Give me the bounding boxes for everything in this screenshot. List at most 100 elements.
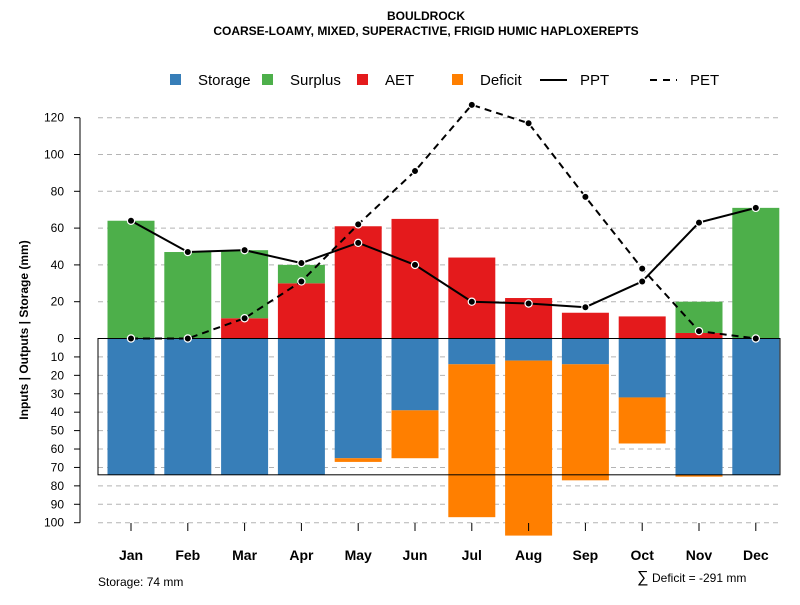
pet-line bbox=[131, 103, 756, 340]
legend-label: PPT bbox=[580, 72, 609, 89]
pet-point bbox=[638, 264, 647, 273]
x-tick-label: Jun bbox=[403, 547, 428, 563]
pet-point bbox=[467, 100, 476, 110]
storage-bar bbox=[505, 338, 553, 361]
y-tick-label: 60 bbox=[51, 442, 65, 456]
deficit-bar bbox=[505, 360, 553, 536]
x-tick-label: May bbox=[345, 547, 372, 563]
y-tick-label: 10 bbox=[51, 350, 65, 364]
pet-point bbox=[524, 119, 533, 128]
y-tick-label: 0 bbox=[57, 332, 64, 346]
aet-bar bbox=[618, 316, 666, 339]
plot-frame bbox=[97, 338, 781, 476]
y-tick-label: 80 bbox=[51, 184, 65, 198]
sigma-icon: ∑ bbox=[637, 569, 648, 586]
storage-bar bbox=[675, 338, 723, 475]
storage-bar bbox=[561, 338, 609, 365]
x-tick-label: Aug bbox=[515, 547, 542, 563]
storage-bar bbox=[221, 338, 269, 475]
pet-point bbox=[410, 166, 420, 176]
aet-bar bbox=[221, 318, 269, 339]
ppt-point bbox=[581, 303, 590, 312]
ppt-point bbox=[467, 297, 476, 306]
x-tick-label: Apr bbox=[289, 547, 314, 563]
ppt-line bbox=[130, 206, 757, 309]
legend-label: Surplus bbox=[290, 72, 341, 89]
ppt-point bbox=[183, 247, 192, 257]
pet-point bbox=[581, 192, 590, 202]
legend: Storage Surplus AET Deficit PPT PET bbox=[170, 72, 719, 89]
aet-bar bbox=[391, 218, 439, 339]
storage-capacity-box bbox=[97, 338, 781, 476]
ppt-point bbox=[410, 260, 420, 270]
y-tick-label: 20 bbox=[51, 368, 65, 382]
pet-point bbox=[694, 326, 704, 336]
x-tick-label: Nov bbox=[686, 547, 713, 563]
legend-label: AET bbox=[385, 72, 414, 89]
surplus-bar bbox=[221, 250, 269, 319]
deficit-bar bbox=[391, 410, 439, 459]
y-tick-label: 20 bbox=[51, 295, 65, 309]
surplus-bar bbox=[732, 207, 780, 339]
surplus-bar bbox=[164, 252, 212, 339]
storage-bar bbox=[107, 338, 155, 475]
legend-swatch bbox=[170, 74, 181, 85]
grid-lines bbox=[98, 117, 780, 524]
ppt-point bbox=[297, 258, 306, 268]
y-tick-label: 50 bbox=[51, 424, 65, 438]
storage-bar bbox=[618, 338, 666, 398]
x-tick-label: Feb bbox=[175, 547, 200, 563]
deficit-footer: Deficit = -291 mm bbox=[652, 571, 746, 585]
ppt-point bbox=[126, 216, 136, 225]
deficit-bar bbox=[334, 458, 382, 462]
x-tick-label: Dec bbox=[743, 547, 769, 563]
surplus-bar bbox=[277, 264, 325, 284]
legend-swatch bbox=[262, 74, 273, 85]
legend-label: PET bbox=[690, 72, 719, 89]
pet-point bbox=[297, 277, 306, 286]
storage-bar bbox=[732, 338, 780, 475]
y-tick-label: 90 bbox=[51, 497, 65, 511]
storage-bar bbox=[334, 338, 382, 459]
storage-footer: Storage: 74 mm bbox=[98, 575, 183, 589]
aet-bar bbox=[277, 283, 325, 339]
x-tick-label: Jul bbox=[462, 547, 482, 563]
x-tick-label: Oct bbox=[631, 547, 655, 563]
ppt-point bbox=[638, 277, 647, 286]
storage-bar bbox=[277, 338, 325, 475]
chart-subtitle: COARSE-LOAMY, MIXED, SUPERACTIVE, FRIGID… bbox=[213, 24, 638, 38]
y-tick-label: 100 bbox=[44, 516, 64, 530]
y-tick-label: 70 bbox=[51, 460, 65, 474]
deficit-bar bbox=[448, 364, 496, 518]
deficit-bar bbox=[618, 397, 666, 444]
deficit-bar bbox=[675, 474, 723, 477]
axes-layer: 0 20 40 60 80 100 120 10 20 30 40 50 60 70 80 90 100 Jan F… bbox=[44, 111, 769, 563]
storage-bar bbox=[391, 338, 439, 411]
legend-label: Storage bbox=[198, 72, 251, 89]
ppt-point bbox=[751, 203, 761, 213]
ppt-point bbox=[524, 299, 533, 308]
deficit-bar bbox=[561, 364, 609, 481]
ppt-point bbox=[694, 218, 704, 227]
x-tick-label: Sep bbox=[573, 547, 599, 563]
aet-bar bbox=[561, 312, 609, 339]
y-tick-label: 120 bbox=[44, 111, 64, 125]
x-tick-label: Mar bbox=[232, 547, 257, 563]
pet-point bbox=[354, 220, 363, 229]
y-tick-label: 40 bbox=[51, 405, 65, 419]
ppt-point bbox=[354, 238, 363, 248]
y-tick-label: 60 bbox=[51, 221, 65, 235]
y-tick-label: 80 bbox=[51, 479, 65, 493]
y-axis-title: Inputs | Outputs | Storage (mm) bbox=[17, 240, 31, 419]
y-tick-label: 30 bbox=[51, 387, 65, 401]
pet-point bbox=[240, 314, 249, 323]
surplus-bar bbox=[107, 220, 155, 339]
legend-swatch bbox=[357, 74, 368, 85]
pet-point bbox=[751, 334, 761, 343]
chart-title: BOULDROCK bbox=[387, 9, 465, 23]
bars-layer bbox=[107, 207, 780, 536]
storage-bar bbox=[448, 338, 496, 365]
aet-bar bbox=[675, 332, 723, 339]
